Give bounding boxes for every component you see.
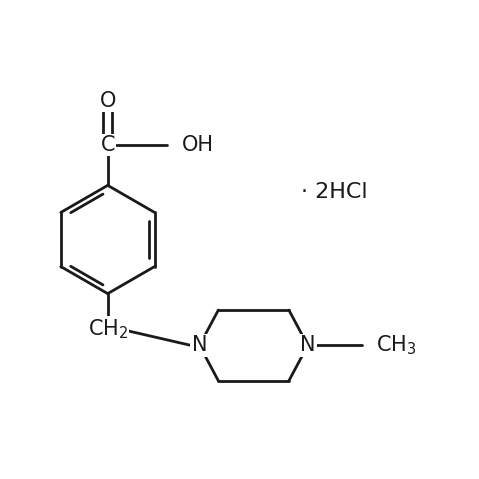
Text: O: O: [100, 91, 116, 111]
Text: N: N: [300, 335, 316, 355]
Text: N: N: [192, 335, 207, 355]
Text: · 2HCl: · 2HCl: [301, 182, 367, 203]
Text: C: C: [101, 136, 115, 155]
Text: CH$_2$: CH$_2$: [88, 317, 128, 341]
Text: OH: OH: [182, 136, 214, 155]
Text: CH$_3$: CH$_3$: [376, 333, 417, 357]
